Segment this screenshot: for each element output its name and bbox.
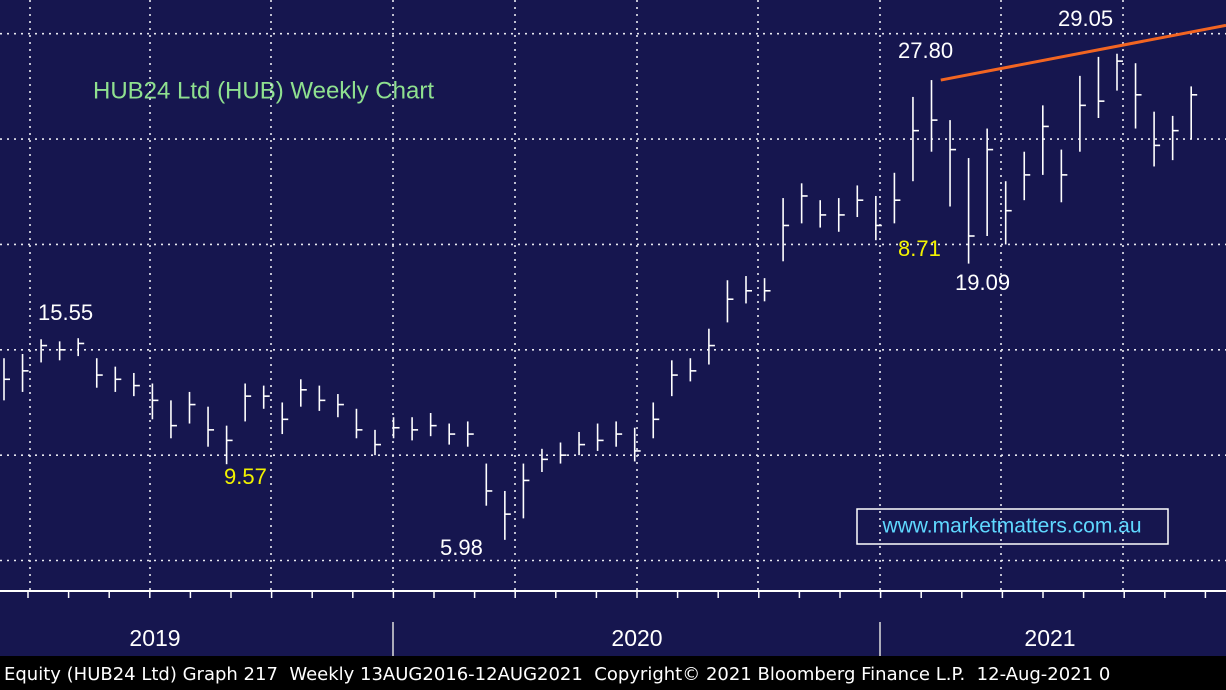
period-label: 2020 — [611, 625, 662, 651]
watermark-box — [856, 508, 1169, 545]
annotation: 9.57 — [224, 464, 267, 489]
annotation: 5.98 — [440, 535, 483, 560]
chart-title: HUB24 Ltd (HUB) Weekly Chart — [93, 77, 434, 104]
trendline — [940, 23, 1226, 82]
period-label: 2021 — [1024, 625, 1075, 651]
annotation: 27.80 — [898, 38, 953, 63]
footer-background — [0, 656, 1226, 690]
annotation: 29.05 — [1058, 6, 1113, 31]
annotation: 15.55 — [38, 300, 93, 325]
footer: Equity (HUB24 Ltd) Graph 217 Weekly 13AU… — [4, 664, 1110, 685]
period-label: 2019 — [129, 625, 180, 651]
plot-background — [0, 0, 1226, 656]
watermark: www.marketmatters.com.au — [881, 515, 1141, 538]
annotation: 19.09 — [955, 270, 1010, 295]
annotation: 8.71 — [898, 236, 941, 261]
